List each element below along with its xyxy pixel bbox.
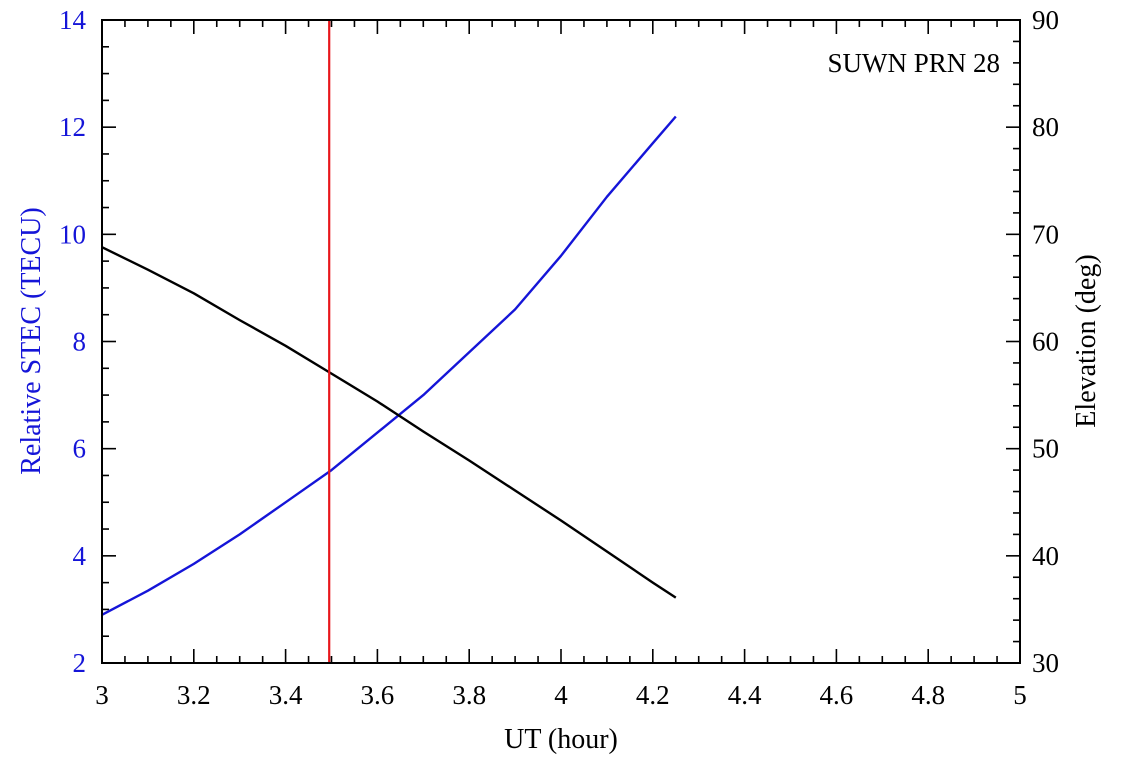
- left-tick-label: 6: [73, 434, 87, 464]
- left-axis-title: Relative STEC (TECU): [16, 207, 47, 475]
- left-tick-label: 14: [59, 5, 87, 35]
- stec-series-line: [101, 115, 677, 616]
- x-tick-label: 4.2: [636, 680, 670, 710]
- right-tick-label: 40: [1032, 541, 1059, 571]
- right-tick-label: 50: [1032, 434, 1059, 464]
- plot-frame: [101, 19, 1021, 664]
- x-axis-title: UT (hour): [504, 724, 618, 755]
- left-tick-label: 8: [73, 327, 87, 357]
- x-tick-label: 3.2: [177, 680, 211, 710]
- left-tick-label: 4: [73, 541, 87, 571]
- right-tick-label: 60: [1032, 327, 1059, 357]
- right-tick-label: 90: [1032, 5, 1059, 35]
- chart-annotation: SUWN PRN 28: [827, 48, 1000, 78]
- x-tick-label: 4.4: [728, 680, 762, 710]
- left-tick-label: 12: [59, 112, 86, 142]
- right-tick-label: 30: [1032, 648, 1059, 678]
- elevation-series-line: [101, 246, 677, 599]
- x-tick-label: 3.4: [269, 680, 303, 710]
- left-tick-label: 2: [73, 648, 87, 678]
- x-tick-label: 4.8: [911, 680, 945, 710]
- x-tick-label: 4: [554, 680, 568, 710]
- x-tick-label: 5: [1013, 680, 1027, 710]
- x-tick-label: 3.6: [361, 680, 395, 710]
- x-tick-label: 3.8: [452, 680, 486, 710]
- left-tick-label: 10: [59, 219, 86, 249]
- right-tick-label: 70: [1032, 219, 1059, 249]
- right-tick-label: 80: [1032, 112, 1059, 142]
- x-tick-label: 4.6: [820, 680, 854, 710]
- x-tick-label: 3: [95, 680, 109, 710]
- right-axis-title: Elevation (deg): [1071, 254, 1102, 427]
